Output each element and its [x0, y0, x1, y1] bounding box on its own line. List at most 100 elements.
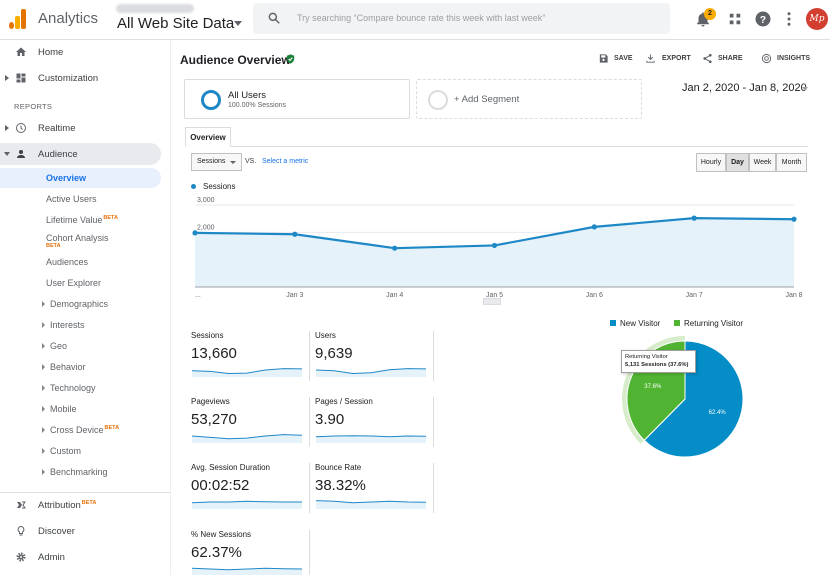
apps-grid-icon[interactable] — [726, 10, 744, 28]
save-icon[interactable] — [598, 53, 609, 64]
sidebar-item-label: Admin — [38, 552, 65, 563]
data-point[interactable] — [491, 242, 498, 249]
sessions-legend-dot — [191, 184, 196, 189]
segment-name: All Users — [228, 90, 267, 101]
legend-label: Returning Visitor — [684, 319, 743, 328]
add-segment-button[interactable]: + Add Segment — [416, 79, 642, 119]
sparkline — [316, 368, 426, 377]
export-button[interactable]: EXPORT — [662, 55, 691, 62]
search-input[interactable]: Try searching “Compare bounce rate this … — [253, 3, 670, 34]
data-point[interactable] — [691, 215, 697, 221]
sidebar-subitem-custom[interactable]: Custom — [0, 441, 161, 461]
pie-slice-new-visitor[interactable] — [643, 340, 744, 458]
stat-tile-sessions[interactable]: Sessions 13,660 — [191, 331, 311, 391]
stat-divider — [433, 397, 434, 447]
chevron-right-icon — [42, 301, 45, 307]
tab-overview[interactable]: Overview — [185, 127, 231, 147]
insights-button[interactable]: INSIGHTS — [777, 55, 811, 62]
sidebar-subitem-behavior[interactable]: Behavior — [0, 357, 161, 377]
segment-all-users[interactable]: All Users 100.00% Sessions — [184, 79, 410, 119]
stat-name: Bounce Rate — [315, 463, 362, 472]
chevron-right-icon — [42, 427, 45, 433]
help-icon[interactable]: ? — [754, 10, 772, 28]
stat-tile-pages-per-session[interactable]: Pages / Session 3.90 — [315, 397, 435, 457]
granularity-day-button[interactable]: Day — [726, 153, 749, 172]
insights-icon[interactable] — [761, 53, 772, 64]
sparkline — [192, 500, 302, 509]
svg-text:?: ? — [760, 14, 766, 26]
sidebar-subitem-technology[interactable]: Technology — [0, 378, 161, 398]
granularity-week-button[interactable]: Week — [749, 153, 776, 172]
sidebar-subitem-audiences[interactable]: Audiences — [0, 252, 161, 272]
lightbulb-icon — [17, 525, 25, 536]
sidebar-item-attribution[interactable]: AttributionBETA — [0, 494, 161, 516]
x-tick-label: Jan 4 — [386, 292, 403, 299]
sidebar-item-realtime[interactable]: Realtime — [0, 117, 161, 139]
stat-tile-avg-session-duration[interactable]: Avg. Session Duration 00:02:52 — [191, 463, 311, 523]
sidebar-subitem-active-users[interactable]: Active Users — [0, 189, 161, 209]
sidebar-subitem-lifetime-value[interactable]: Lifetime ValueBETA — [0, 210, 161, 230]
sidebar-subitem-interests[interactable]: Interests — [0, 315, 161, 335]
data-point[interactable] — [292, 231, 298, 237]
sidebar-item-home[interactable]: Home — [0, 41, 161, 63]
sidebar-subitem-user-explorer[interactable]: User Explorer — [0, 273, 161, 293]
sessions-area — [195, 218, 794, 287]
sidebar-item-customization[interactable]: Customization — [0, 67, 161, 89]
analytics-logo-icon[interactable] — [9, 9, 27, 29]
tooltip-value: 5,131 Sessions (37.6%) — [625, 362, 689, 368]
subitem-label: Active Users — [46, 194, 97, 204]
pie-legend-new-visitor: New Visitor — [610, 319, 660, 328]
subitem-label: Cross Device — [50, 425, 104, 435]
more-vert-icon[interactable] — [780, 10, 798, 28]
avatar[interactable]: Mp — [806, 8, 828, 30]
person-icon — [17, 150, 25, 158]
granularity-hourly-button[interactable]: Hourly — [696, 153, 726, 172]
stat-divider — [433, 331, 434, 381]
date-range-selector[interactable]: Jan 2, 2020 - Jan 8, 2020 — [682, 82, 807, 94]
sidebar-item-discover[interactable]: Discover — [0, 520, 161, 542]
sidebar-subitem-demographics[interactable]: Demographics — [0, 294, 161, 314]
share-icon[interactable] — [702, 53, 713, 64]
sidebar-subitem-cross-device[interactable]: Cross DeviceBETA — [0, 420, 161, 440]
stat-tile-pageviews[interactable]: Pageviews 53,270 — [191, 397, 311, 457]
stat-name: Avg. Session Duration — [191, 463, 271, 472]
stat-tile-bounce-rate[interactable]: Bounce Rate 38.32% — [315, 463, 435, 523]
sidebar-subitem-cohort-analysis[interactable]: Cohort Analysis BETA — [0, 228, 161, 249]
stat-name: % New Sessions — [191, 530, 252, 539]
sidebar-subitem-overview[interactable]: Overview — [0, 168, 161, 188]
data-point[interactable] — [791, 216, 797, 222]
chevron-right-icon — [42, 364, 45, 370]
sidebar-subitem-mobile[interactable]: Mobile — [0, 399, 161, 419]
chevron-down-icon[interactable] — [234, 21, 242, 26]
sidebar-subitem-benchmarking[interactable]: Benchmarking — [0, 462, 161, 482]
data-point[interactable] — [591, 224, 597, 230]
empty-segment-circle-icon — [428, 90, 448, 110]
share-button[interactable]: SHARE — [718, 55, 743, 62]
metric-select-value: Sessions — [197, 158, 226, 165]
chart-resize-handle[interactable] — [483, 298, 501, 305]
data-point[interactable] — [192, 230, 198, 236]
sidebar-item-label: Realtime — [38, 123, 76, 134]
subitem-label: Behavior — [50, 362, 86, 372]
sidebar-item-audience[interactable]: Audience — [0, 143, 161, 165]
subitem-label: Overview — [46, 173, 87, 183]
chevron-down-icon[interactable] — [802, 87, 808, 91]
account-view-selector[interactable]: All Web Site Data — [117, 15, 235, 32]
stat-tile-users[interactable]: Users 9,639 — [315, 331, 435, 391]
save-button[interactable]: SAVE — [614, 55, 633, 62]
sidebar-subitem-geo[interactable]: Geo — [0, 336, 161, 356]
stat-value: 3.90 — [315, 411, 345, 428]
x-tick-label: Jan 3 — [286, 292, 303, 299]
sidebar-item-admin[interactable]: Admin — [0, 546, 161, 568]
select-metric-link[interactable]: Select a metric — [262, 158, 309, 165]
granularity-month-button[interactable]: Month — [776, 153, 807, 172]
data-point[interactable] — [392, 245, 398, 251]
export-icon[interactable] — [645, 53, 656, 64]
beta-badge: BETA — [81, 500, 97, 506]
home-icon — [16, 47, 26, 56]
stat-tile-new-sessions[interactable]: % New Sessions 62.37% — [191, 530, 311, 575]
chevron-down-icon — [4, 152, 10, 156]
app-name[interactable]: Analytics — [38, 10, 99, 27]
metric-select[interactable]: Sessions — [191, 153, 242, 171]
